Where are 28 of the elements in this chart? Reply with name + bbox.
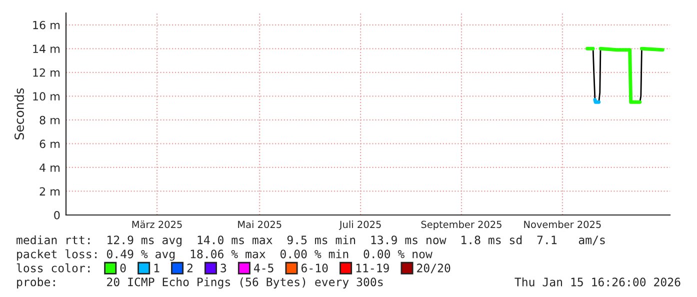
y-tick-label: 16 m: [33, 20, 60, 30]
x-tick-label: September 2025: [421, 220, 502, 230]
text: probe: 20 ICMP Echo Pings (56 Bytes) every 300s: [17, 277, 383, 289]
text: Thu Jan 15 16:26:00 2026: [514, 277, 680, 286]
legend-label: 0: [120, 264, 126, 272]
x-tick-label: November 2025: [524, 220, 601, 228]
y-tick-label: 4 m: [40, 164, 60, 172]
x-tick-label: Juli 2025: [338, 220, 381, 230]
legend-label: 1: [154, 264, 160, 272]
legend-label: 20/20: [417, 264, 450, 274]
y-tick-label: 6 m: [40, 140, 60, 148]
text: loss color:: [16, 263, 90, 272]
y-tick-label: 8 m: [40, 116, 60, 124]
legend-label: 6-10: [301, 264, 328, 272]
legend-label: 2: [187, 264, 192, 272]
y-tick-label: 2 m: [40, 187, 60, 196]
y-tick-label: 0: [54, 210, 60, 220]
x-tick-label: Mai 2025: [238, 220, 282, 228]
legend-label: 3: [220, 264, 226, 272]
legend-label: 4-5: [254, 264, 274, 272]
y-tick-label: 10 m: [33, 92, 60, 101]
y-axis-title: Seconds: [14, 88, 24, 140]
x-tick-label: März 2025: [132, 220, 182, 228]
legend-label: 11-19: [356, 264, 389, 272]
y-tick-label: 12 m: [33, 68, 60, 77]
y-tick-label: 14 m: [33, 44, 60, 53]
text: packet loss: 0.49 % avg 18.06 % max 0.00 % min 0.00 % now: [17, 249, 432, 261]
text: median rtt: 12.9 ms avg 14.0 ms max 9.5 ms min 13.9 ms now 1.8 ms sd 7.1 am/s: [16, 235, 605, 247]
